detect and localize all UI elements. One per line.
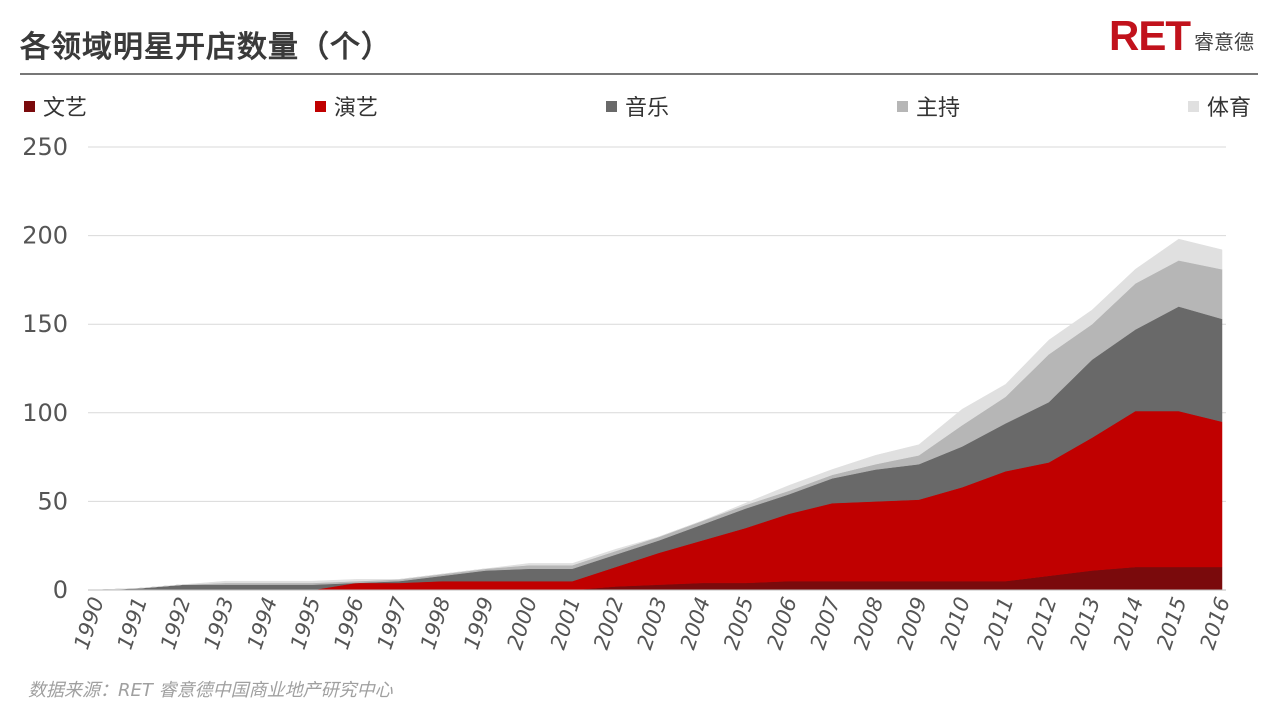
legend-item-3: 音乐 [606,90,669,122]
x-tick-label-2005: 2005 [719,594,758,652]
x-tick-label-2011: 2011 [979,594,1018,652]
legend-label: 文艺 [43,96,88,121]
page-title: 各领域明星开店数量（个） [20,30,392,65]
source-note: 数据来源：RET 睿意德中国商业地产研究中心 [28,680,393,701]
x-tick-label-2012: 2012 [1022,594,1061,652]
legend-label: 音乐 [625,96,670,121]
legend-swatch [897,100,908,112]
x-tick-label-2010: 2010 [936,594,975,652]
x-tick-label-2001: 2001 [546,594,585,652]
legend-swatch [24,100,35,112]
y-tick-label-250: 250 [22,133,68,161]
header: 各领域明星开店数量（个） RET 睿意德 [0,0,1280,76]
x-tick-label-1990: 1990 [69,594,108,652]
x-tick-label-2006: 2006 [762,594,801,652]
x-tick-label-1997: 1997 [373,594,413,653]
y-tick-label-50: 50 [37,487,68,515]
y-tick-label-0: 0 [53,576,68,604]
x-tick-label-2000: 2000 [502,594,541,652]
x-tick-label-2007: 2007 [806,594,846,653]
y-tick-label-100: 100 [22,399,68,427]
legend-item-2: 演艺 [315,90,378,122]
brand-mark: RET [1109,12,1191,59]
legend-label: 主持 [916,96,961,121]
legend-swatch [606,100,617,112]
x-tick-label-2015: 2015 [1152,594,1191,652]
x-tick-label-1999: 1999 [459,594,498,652]
legend-label: 体育 [1207,96,1252,121]
x-tick-label-1998: 1998 [416,594,455,652]
x-tick-label-1994: 1994 [243,594,282,652]
legend-item-5: 体育 [1188,90,1251,122]
x-tick-label-2009: 2009 [892,594,931,652]
x-tick-label-2008: 2008 [849,594,888,652]
y-tick-label-150: 150 [22,310,68,338]
legend-swatch [1188,100,1199,112]
x-tick-label-1995: 1995 [286,594,325,652]
x-tick-label-2016: 2016 [1195,594,1234,652]
legend-item-1: 文艺 [24,90,87,122]
x-tick-label-2003: 2003 [632,594,671,652]
x-tick-label-1991: 1991 [113,594,152,652]
legend-label: 演艺 [334,96,379,121]
title-divider [20,73,1258,75]
y-tick-label-200: 200 [22,222,68,250]
legend-item-4: 主持 [897,90,960,122]
x-tick-label-2002: 2002 [589,594,628,652]
series-area-5 [95,238,1223,591]
legend-swatch [315,100,326,112]
x-tick-label-1993: 1993 [199,594,238,652]
brand-logo: RET 睿意德 [1109,14,1254,58]
chart-legend: 文艺 演艺 音乐 主持 体育 [0,90,1280,122]
x-tick-label-2014: 2014 [1109,594,1148,652]
x-tick-label-1996: 1996 [329,594,368,652]
x-tick-label-1992: 1992 [156,594,195,652]
x-tick-label-2004: 2004 [676,594,715,652]
brand-text: 睿意德 [1194,30,1254,54]
x-tick-label-2013: 2013 [1065,594,1104,652]
